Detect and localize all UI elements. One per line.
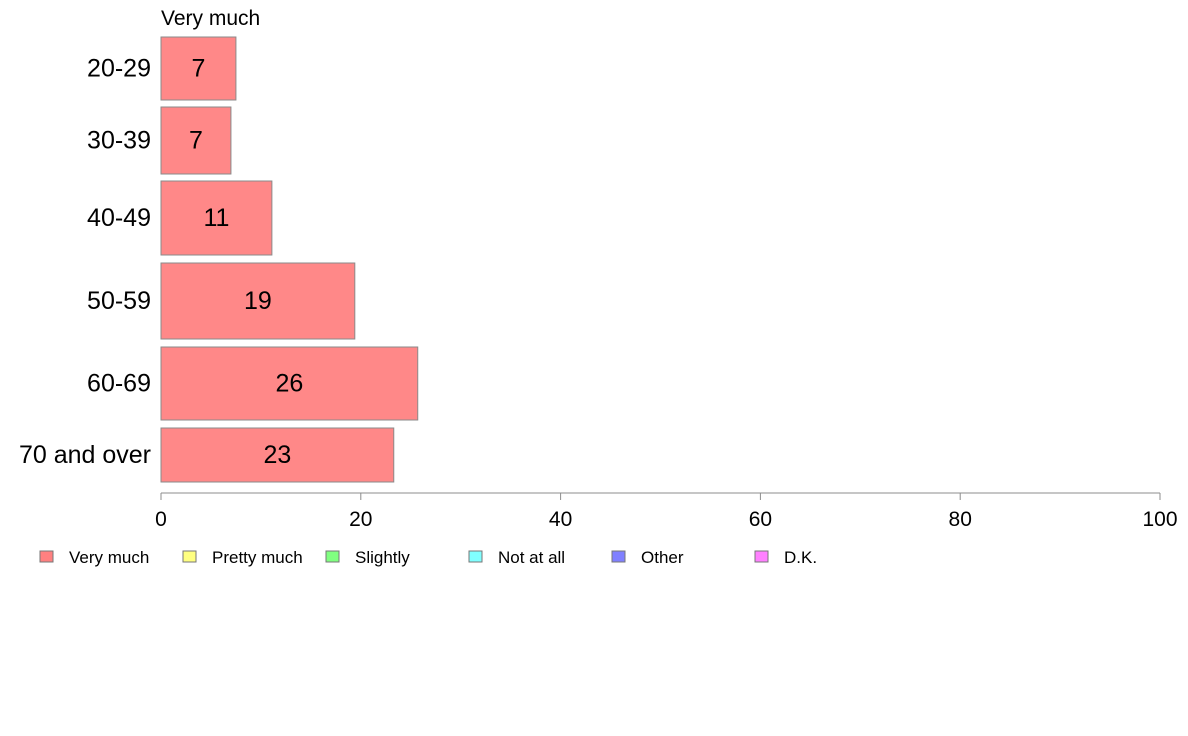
bar-value-label: 7 [192, 55, 206, 83]
legend-label: Not at all [498, 548, 565, 567]
bar-value-label: 7 [189, 127, 203, 155]
bar [160, 106, 232, 175]
x-tick-label: 100 [1142, 508, 1177, 531]
x-axis: 0 20 40 60 80 100 [155, 492, 1178, 531]
bar [160, 346, 419, 421]
category-label: 50-59 [87, 287, 151, 315]
category-label: 30-39 [87, 127, 151, 155]
legend-swatch [325, 550, 340, 563]
category-label: 70 and over [19, 441, 151, 469]
bar-value-label: 11 [203, 204, 229, 232]
bar-value-label: 19 [244, 287, 272, 315]
x-tick-label: 80 [949, 508, 972, 531]
category-label: 40-49 [87, 204, 151, 232]
legend-label: Other [641, 548, 684, 567]
bar [160, 262, 356, 340]
bar-value-label: 26 [275, 370, 303, 398]
x-tick-label: 0 [155, 508, 167, 531]
legend: Very much Pretty much Slightly Not at all Ot… [39, 548, 817, 567]
category-label: 60-69 [87, 370, 151, 398]
bar [160, 36, 237, 101]
legend-swatch [182, 550, 197, 563]
bar-value-label: 23 [263, 441, 291, 469]
legend-swatch [468, 550, 483, 563]
bar [160, 180, 273, 256]
legend-label: Very much [69, 548, 149, 567]
legend-label: Pretty much [212, 548, 303, 567]
legend-label: Slightly [355, 548, 410, 567]
x-tick-label: 40 [549, 508, 572, 531]
legend-swatch [754, 550, 769, 563]
x-tick-label: 60 [749, 508, 772, 531]
series-title: Very much [161, 7, 260, 30]
bar [160, 427, 395, 483]
category-label: 20-29 [87, 55, 151, 83]
x-tick-label: 20 [349, 508, 372, 531]
legend-label: D.K. [784, 548, 817, 567]
legend-swatch [611, 550, 626, 563]
bars-group: 20-29 7 30-39 7 40-49 11 50-59 19 60-69 26 70 and … [19, 36, 419, 483]
legend-swatch [39, 550, 54, 563]
